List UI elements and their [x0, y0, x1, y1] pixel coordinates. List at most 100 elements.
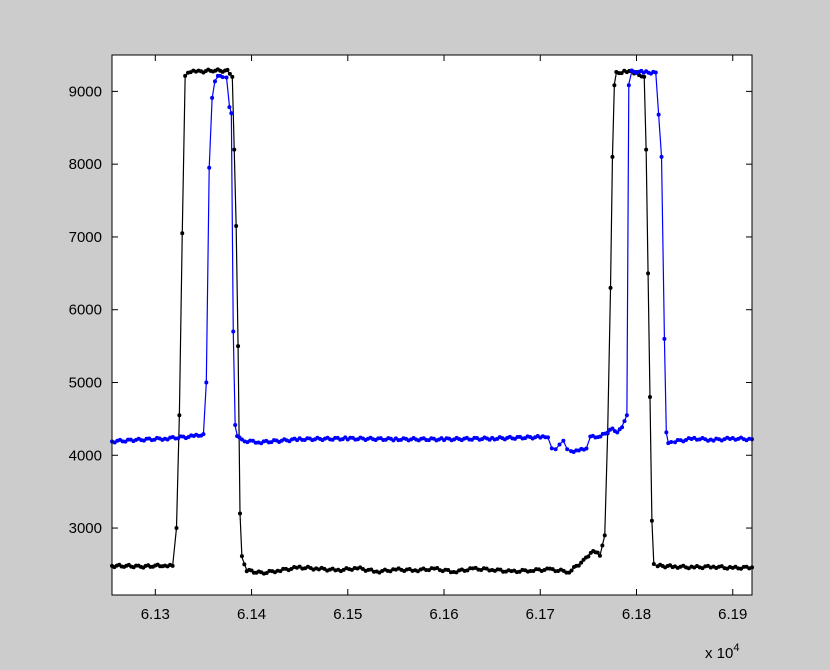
data-point — [619, 71, 624, 76]
y-tick-label: 4000 — [69, 447, 102, 464]
data-point — [227, 105, 232, 110]
y-tick-label: 5000 — [69, 374, 102, 391]
data-point — [435, 566, 440, 571]
data-point — [662, 336, 667, 341]
data-point — [610, 154, 615, 159]
data-point — [642, 74, 647, 79]
data-point — [553, 447, 558, 452]
data-point — [669, 440, 674, 445]
data-point — [656, 112, 661, 117]
data-point — [230, 74, 235, 79]
data-point — [454, 570, 459, 575]
data-point — [576, 563, 581, 568]
x-tick-label: 6.19 — [718, 606, 747, 623]
x-exponent-power: 4 — [733, 642, 739, 654]
data-point — [673, 440, 678, 445]
data-point — [207, 165, 212, 170]
data-point — [620, 425, 625, 430]
data-point — [233, 422, 238, 427]
data-point — [232, 147, 237, 152]
series-0 — [110, 67, 754, 576]
data-point — [664, 430, 669, 435]
tick-layer: 6.13 6.14 6.15 6.16 6.17 6.18 6.19 3000 4000 5000… — [69, 55, 752, 623]
data-point — [584, 446, 589, 451]
data-point — [177, 413, 182, 418]
data-point — [297, 564, 302, 569]
data-point — [565, 447, 570, 452]
data-point — [550, 567, 555, 572]
data-point — [545, 435, 550, 440]
x-tick-label: 6.18 — [622, 606, 651, 623]
data-point — [624, 413, 629, 418]
data-point — [561, 438, 566, 443]
data-point — [644, 147, 649, 152]
data-point — [278, 569, 283, 574]
data-point — [250, 438, 255, 443]
y-tick-label: 3000 — [69, 520, 102, 537]
data-point — [264, 571, 269, 576]
data-point — [626, 83, 631, 88]
data-point — [586, 554, 591, 559]
data-point — [646, 271, 651, 276]
data-point — [388, 569, 393, 574]
data-point — [557, 442, 562, 447]
plot-area — [112, 55, 752, 595]
data-point — [236, 344, 241, 349]
data-point — [225, 67, 230, 72]
data-point — [201, 432, 206, 437]
data-point — [597, 553, 602, 558]
data-point — [369, 567, 374, 572]
data-point — [600, 543, 605, 548]
data-point — [224, 75, 229, 80]
data-point — [649, 518, 654, 523]
series-layer — [110, 67, 754, 576]
data-point — [281, 566, 286, 571]
x-tick-label: 6.13 — [141, 606, 170, 623]
data-point — [239, 554, 244, 559]
data-point — [180, 231, 185, 236]
y-tick-label: 9000 — [69, 83, 102, 100]
x-tick-label: 6.16 — [429, 606, 458, 623]
data-point — [426, 568, 431, 573]
data-point — [204, 380, 209, 385]
data-point — [549, 446, 554, 451]
data-point — [595, 550, 600, 555]
data-point — [647, 395, 652, 400]
data-point — [170, 563, 175, 568]
data-point — [598, 434, 603, 439]
data-point — [622, 419, 627, 424]
data-point — [659, 154, 664, 159]
data-point — [608, 285, 613, 290]
data-point — [238, 511, 242, 516]
data-point — [231, 329, 236, 334]
data-point — [610, 426, 615, 431]
x-tick-label: 6.17 — [526, 606, 555, 623]
y-tick-label: 6000 — [69, 302, 102, 319]
series-1 — [110, 68, 754, 455]
data-point — [229, 111, 234, 116]
x-tick-label: 6.14 — [237, 606, 266, 623]
data-point — [528, 568, 533, 573]
data-point — [210, 95, 215, 100]
data-point — [615, 430, 620, 435]
data-point — [651, 561, 656, 566]
data-point — [174, 526, 179, 531]
data-point — [234, 224, 239, 229]
data-point — [612, 83, 617, 88]
data-point — [605, 430, 610, 435]
data-point — [183, 73, 188, 78]
x-tick-label: 6.15 — [333, 606, 362, 623]
data-point — [498, 567, 503, 572]
data-point — [579, 560, 584, 565]
x-exponent-label: x 104 — [705, 642, 739, 662]
data-point — [653, 70, 658, 75]
data-point — [242, 562, 247, 567]
data-point — [602, 533, 607, 538]
data-point — [465, 568, 470, 573]
y-tick-label: 8000 — [69, 156, 102, 173]
data-point — [446, 568, 451, 573]
data-point — [675, 438, 680, 443]
data-point — [569, 568, 574, 573]
